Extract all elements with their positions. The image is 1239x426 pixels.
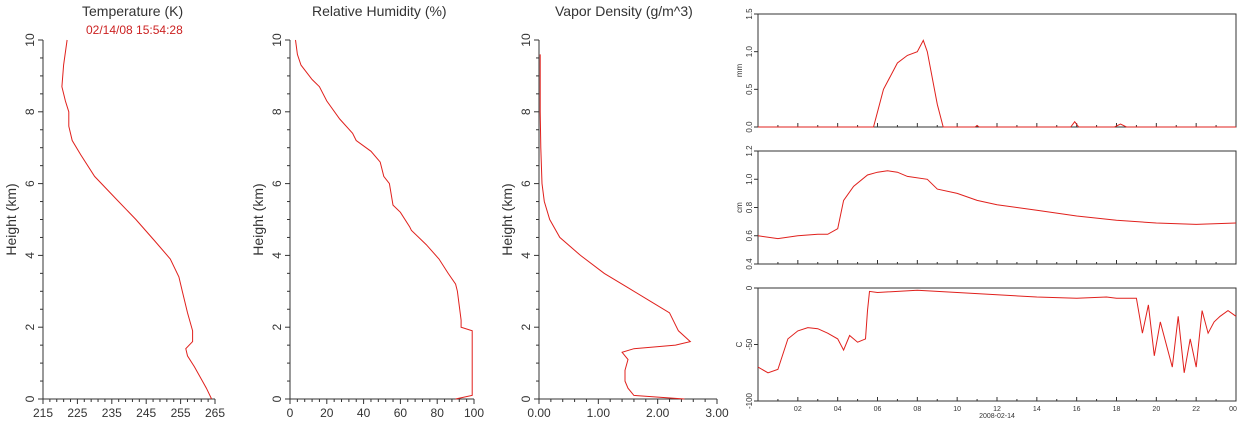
humidity-y-tick-label: 10	[270, 33, 284, 47]
vapor-y-tick-label: 1.0	[745, 173, 754, 185]
time-x-tick-label: 00	[1229, 406, 1237, 413]
temperature-y-tick-label: 2	[23, 324, 37, 331]
temperature-y-tick-label: 4	[23, 252, 37, 259]
time-x-tick-label: 04	[834, 406, 842, 413]
vapor-density-y-tick-label: 4	[519, 252, 533, 259]
vapor-density-y-tick-label: 10	[519, 33, 533, 47]
humidity-series-line	[295, 39, 473, 400]
precip-frame	[757, 13, 1237, 128]
humidity-y-axis-label: Height (km)	[250, 183, 266, 255]
temperature-x-tick-label: 215	[33, 406, 53, 420]
temperature-y-tick-label: 10	[23, 33, 37, 47]
vapor-density-x-tick-label: 3.00	[705, 406, 729, 420]
time-x-tick-label: 06	[874, 406, 882, 413]
humidity-y-tick-label: 2	[270, 324, 284, 331]
vapor-y-tick-label: 0.6	[745, 230, 754, 242]
vapor-y-tick-label: 1.2	[745, 145, 754, 157]
precip-y-tick-label: 0.5	[745, 83, 754, 95]
temperature-x-tick-label: 245	[136, 406, 156, 420]
humidity-x-tick-label: 60	[394, 406, 408, 420]
vapor-density-x-tick-label: 2.00	[646, 406, 670, 420]
temperature-y-tick-label: 6	[23, 180, 37, 187]
time-x-tick-label: 22	[1192, 406, 1200, 413]
vapor-density-series-line	[539, 54, 692, 400]
temperature-title: Temperature (K)	[82, 3, 184, 19]
temperature-x-tick-label: 235	[102, 406, 122, 420]
precip-series-line	[758, 39, 1236, 128]
vapor-density-x-tick-label: 1.00	[587, 406, 611, 420]
humidity-title: Relative Humidity (%)	[312, 3, 447, 19]
cloud-temp-y-tick-label: -50	[745, 338, 754, 350]
humidity-y-tick-label: 8	[270, 108, 284, 115]
vapor-series-line	[757, 170, 1237, 240]
vapor-density-y-tick-label: 2	[519, 324, 533, 331]
timestamp-label: 02/14/08 15:54:28	[86, 23, 183, 37]
precip-y-tick-label: 1.0	[745, 46, 754, 58]
humidity-x-tick-label: 20	[320, 406, 334, 420]
vapor-frame	[757, 150, 1237, 265]
time-x-tick-label: 20	[1152, 406, 1160, 413]
humidity-y-tick-label: 0	[270, 395, 284, 402]
temperature-y-tick-label: 0	[23, 395, 37, 402]
humidity-x-tick-label: 0	[287, 406, 294, 420]
cloud-temp-y-tick-label: 0	[745, 285, 754, 290]
vapor-density-y-axis-label: Height (km)	[499, 183, 515, 255]
time-x-tick-label: 18	[1113, 406, 1121, 413]
precip-y-tick-label: 0.0	[745, 121, 754, 133]
humidity-y-tick-label: 4	[270, 252, 284, 259]
cloud-temp-y-axis-label: C	[735, 341, 744, 347]
temperature-x-tick-label: 225	[67, 406, 87, 420]
vapor-density-y-tick-label: 8	[519, 108, 533, 115]
time-x-tick-label: 10	[953, 406, 961, 413]
cloud-temp-frame	[757, 287, 1237, 402]
humidity-x-tick-label: 100	[464, 406, 484, 420]
vapor-y-tick-label: 0.4	[745, 258, 754, 270]
time-x-tick-label: 16	[1073, 406, 1081, 413]
cloud-temp-series-line	[757, 289, 1237, 374]
humidity-y-tick-label: 6	[270, 180, 284, 187]
time-x-tick-label: 08	[913, 406, 921, 413]
temperature-y-tick-label: 8	[23, 108, 37, 115]
temperature-series-line	[61, 39, 213, 400]
vapor-density-title: Vapor Density (g/m^3)	[555, 3, 693, 19]
time-x-axis-label: 2008-02-14	[979, 413, 1015, 420]
humidity-x-tick-label: 80	[431, 406, 445, 420]
time-x-tick-label: 12	[993, 406, 1001, 413]
temperature-y-axis-label: Height (km)	[3, 183, 19, 255]
humidity-x-tick-label: 40	[357, 406, 371, 420]
vapor-density-y-tick-label: 6	[519, 180, 533, 187]
vapor-density-x-tick-label: 0.00	[527, 406, 551, 420]
vapor-y-tick-label: 0.8	[745, 201, 754, 213]
temperature-x-tick-label: 265	[205, 406, 225, 420]
precip-y-tick-label: 1.5	[745, 8, 754, 20]
temperature-x-tick-label: 255	[171, 406, 191, 420]
vapor-y-axis-label: cm	[735, 202, 744, 213]
cloud-temp-y-tick-label: -100	[745, 392, 754, 409]
time-x-tick-label: 14	[1033, 406, 1041, 413]
precip-y-axis-label: mm	[735, 64, 744, 78]
time-x-tick-label: 02	[794, 406, 802, 413]
vapor-density-y-tick-label: 0	[519, 395, 533, 402]
